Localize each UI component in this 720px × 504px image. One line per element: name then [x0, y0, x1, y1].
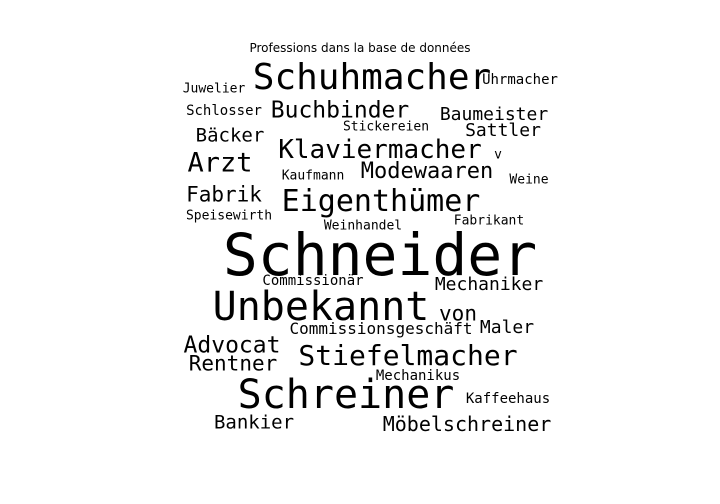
cloud-word: Schlosser [186, 103, 262, 119]
cloud-word: Mechanikus [375, 368, 461, 384]
cloud-word: Schreiner [237, 372, 455, 418]
cloud-word: von [439, 301, 477, 326]
cloud-word: Uhrmacher [482, 72, 558, 88]
cloud-word: Schneider [222, 221, 538, 289]
cloud-word: Speisewirth [185, 208, 273, 224]
cloud-word: Modewaaren [360, 159, 494, 184]
figure-title: Professions dans la base de données [249, 41, 471, 55]
cloud-word: Juwelier [182, 81, 246, 97]
cloud-word: Buchbinder [270, 97, 410, 124]
cloud-word: Stickereien [342, 119, 430, 135]
cloud-word: Fabrikant [453, 213, 525, 229]
cloud-word: Bankier [213, 411, 295, 434]
cloud-word: Baumeister [439, 104, 549, 125]
cloud-word: Sattler [465, 120, 541, 141]
cloud-word: Maler [479, 317, 535, 338]
cloud-word: Bäcker [195, 124, 265, 147]
cloud-word: Rentner [188, 351, 278, 376]
cloud-word: Commissionsgeschäft [289, 319, 473, 338]
cloud-word: Kaffeehaus [465, 391, 551, 407]
cloud-word: Kaufmann [281, 168, 345, 184]
cloud-word: Schuhmacher [252, 57, 492, 98]
cloud-word: Commissionär [262, 273, 364, 289]
cloud-word: Klaviermacher [278, 135, 482, 165]
cloud-word: Mechaniker [434, 274, 544, 295]
cloud-word: Unbekannt [212, 284, 430, 330]
cloud-word: Fabrik [186, 182, 262, 207]
cloud-word: Weine [509, 172, 549, 188]
cloud-word: Stiefelmacher [298, 339, 518, 372]
cloud-word: Möbelschreiner [382, 412, 552, 436]
cloud-word: Arzt [187, 147, 253, 179]
cloud-word: Eigenthümer [281, 184, 481, 219]
cloud-word: Weinhandel [323, 218, 403, 234]
cloud-word: Advocat [183, 332, 281, 359]
cloud-word: v [494, 147, 502, 163]
